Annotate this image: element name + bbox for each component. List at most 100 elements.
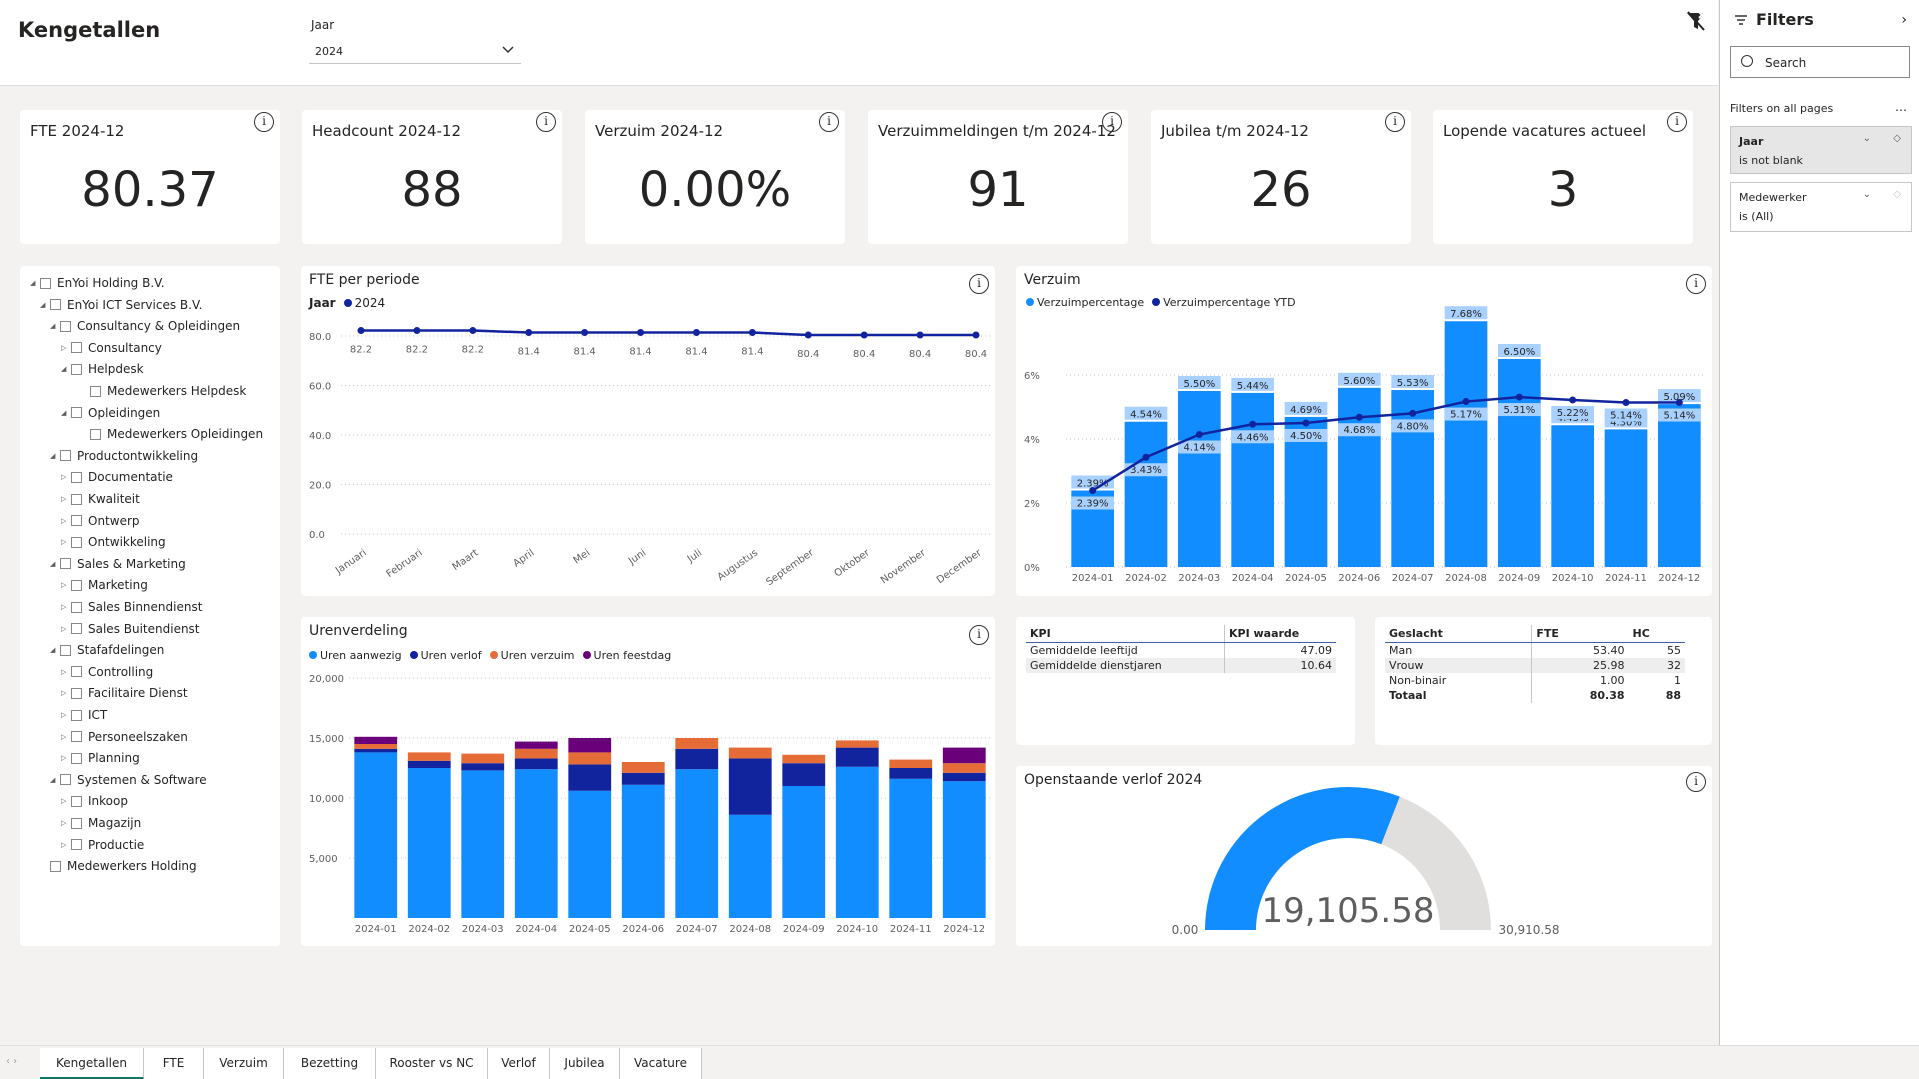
tab-bezetting[interactable]: Bezetting — [284, 1048, 376, 1079]
bar-segment[interactable] — [568, 790, 612, 918]
tab-rooster-vs-nc[interactable]: Rooster vs NC — [376, 1048, 488, 1079]
tree-node[interactable]: ▷ Ontwerp — [61, 514, 140, 528]
bar-segment[interactable] — [675, 769, 719, 918]
expand-arrow-icon[interactable]: ▷ — [61, 689, 67, 698]
checkbox[interactable] — [71, 601, 82, 613]
tree-node[interactable]: ◢ Consultancy & Opleidingen — [50, 319, 240, 333]
bar[interactable] — [1444, 321, 1488, 567]
ytd-point[interactable] — [1089, 487, 1097, 495]
bar-segment[interactable] — [835, 747, 879, 767]
checkbox[interactable] — [71, 493, 82, 505]
ytd-point[interactable] — [1675, 399, 1683, 407]
tree-node[interactable]: ◢ Productontwikkeling — [50, 449, 198, 463]
filters-search-input[interactable]: Search — [1730, 46, 1910, 78]
kpi-value-column-header[interactable]: KPI waarde — [1224, 625, 1336, 643]
tree-node[interactable]: ▷ Marketing — [61, 578, 148, 592]
checkbox[interactable] — [71, 342, 82, 354]
expand-arrow-icon[interactable]: ▷ — [61, 538, 67, 547]
expand-arrow-icon[interactable]: ▷ — [61, 343, 67, 352]
expand-arrow-icon[interactable]: ▷ — [61, 624, 67, 633]
data-point[interactable] — [860, 331, 868, 339]
ytd-point[interactable] — [1249, 420, 1257, 428]
info-icon[interactable]: i — [1102, 112, 1122, 132]
bar-segment[interactable] — [728, 814, 772, 918]
data-point[interactable] — [357, 327, 365, 335]
checkbox[interactable] — [90, 428, 101, 440]
tree-node[interactable]: ◢ Sales & Marketing — [50, 557, 186, 571]
checkbox[interactable] — [60, 644, 71, 656]
expand-arrow-icon[interactable]: ▷ — [61, 667, 67, 676]
checkbox[interactable] — [71, 709, 82, 721]
tree-node[interactable]: ▷ Inkoop — [61, 794, 128, 808]
bar-segment[interactable] — [942, 747, 986, 764]
filter-card-medewerker[interactable]: Medewerker is (All) ⌄ ◇ — [1730, 182, 1912, 232]
checkbox[interactable] — [71, 731, 82, 743]
tree-node[interactable]: ▷ ICT — [61, 708, 107, 722]
tree-node[interactable]: ◢ Systemen & Software — [50, 773, 207, 787]
ytd-point[interactable] — [1462, 398, 1470, 406]
tree-node[interactable]: ▷ Documentatie — [61, 470, 173, 484]
tree-node[interactable]: ▷ Kwaliteit — [61, 492, 140, 506]
checkbox[interactable] — [71, 623, 82, 635]
tree-node[interactable]: Medewerkers Helpdesk — [80, 384, 246, 398]
ytd-point[interactable] — [1569, 396, 1577, 404]
bar-segment[interactable] — [407, 760, 451, 768]
info-icon[interactable]: i — [819, 112, 839, 132]
checkbox[interactable] — [60, 774, 71, 786]
tree-node[interactable]: ▷ Sales Binnendienst — [61, 600, 202, 614]
bar-segment[interactable] — [514, 748, 558, 759]
info-icon[interactable]: i — [969, 274, 989, 294]
expand-arrow-icon[interactable]: ▷ — [61, 711, 67, 719]
ytd-point[interactable] — [1142, 453, 1150, 461]
expand-arrow-icon[interactable]: ◢ — [61, 408, 67, 417]
tab-jubilea[interactable]: Jubilea — [550, 1048, 620, 1079]
bar-segment[interactable] — [514, 741, 558, 749]
geslacht-column-header[interactable]: Geslacht — [1385, 625, 1533, 643]
bar-segment[interactable] — [354, 752, 398, 918]
checkbox[interactable] — [71, 363, 82, 375]
checkbox[interactable] — [71, 407, 82, 419]
filter-card-jaar[interactable]: Jaar is not blank ⌄ ◇ — [1730, 126, 1912, 174]
expand-arrow-icon[interactable]: ▷ — [61, 516, 67, 525]
info-icon[interactable]: i — [1667, 112, 1687, 132]
info-icon[interactable]: i — [969, 625, 989, 645]
info-icon[interactable]: i — [1385, 112, 1405, 132]
checkbox[interactable] — [71, 687, 82, 699]
collapse-pane-icon[interactable]: › — [1901, 12, 1907, 28]
data-point[interactable] — [637, 329, 645, 337]
bar[interactable] — [1498, 359, 1541, 567]
data-point[interactable] — [692, 329, 700, 337]
tree-node[interactable]: ▷ Productie — [61, 838, 144, 852]
tree-node[interactable]: ▷ Ontwikkeling — [61, 535, 166, 549]
bar-segment[interactable] — [514, 769, 558, 918]
tree-node[interactable]: ◢ Opleidingen — [61, 406, 160, 420]
checkbox[interactable] — [60, 558, 71, 570]
info-icon[interactable]: i — [1686, 274, 1706, 294]
expand-arrow-icon[interactable]: ▷ — [61, 754, 67, 763]
expand-arrow-icon[interactable]: ▷ — [61, 495, 67, 503]
bar-segment[interactable] — [942, 772, 986, 782]
bar-segment[interactable] — [835, 740, 879, 748]
bar-segment[interactable] — [461, 763, 505, 771]
tree-node[interactable]: ◢ Helpdesk — [61, 362, 144, 376]
tree-node[interactable]: ▷ Sales Buitendienst — [61, 622, 200, 636]
tab-vacature[interactable]: Vacature — [620, 1048, 702, 1079]
bar-segment[interactable] — [889, 778, 933, 918]
bar-segment[interactable] — [514, 758, 558, 770]
bar-segment[interactable] — [942, 781, 986, 918]
data-point[interactable] — [469, 327, 477, 335]
ytd-point[interactable] — [1355, 413, 1363, 421]
tree-node[interactable]: Medewerkers Opleidingen — [80, 427, 263, 441]
bar[interactable] — [1124, 421, 1168, 567]
expand-arrow-icon[interactable]: ▷ — [61, 797, 67, 806]
bar-segment[interactable] — [407, 752, 451, 761]
bar-segment[interactable] — [354, 736, 398, 744]
bar-segment[interactable] — [728, 747, 772, 759]
checkbox[interactable] — [71, 471, 82, 483]
bar-segment[interactable] — [354, 748, 398, 753]
info-icon[interactable]: i — [536, 112, 556, 132]
expand-arrow-icon[interactable]: ◢ — [61, 365, 67, 374]
bar-segment[interactable] — [728, 758, 772, 815]
tab-verlof[interactable]: Verlof — [488, 1048, 550, 1079]
bar[interactable] — [1231, 392, 1274, 567]
